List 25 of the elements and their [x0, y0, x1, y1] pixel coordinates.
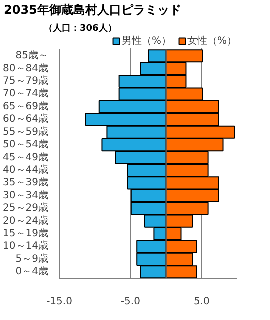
legend-label: 女性（%）: [187, 34, 237, 48]
y-tick-label: 85歳～: [16, 50, 49, 62]
y-tick-label: 60～64歳: [3, 113, 49, 126]
y-tick-label: 45～49歳: [3, 151, 49, 164]
y-tick-label: 25～29歳: [3, 202, 49, 214]
y-tick-label: 40～44歳: [3, 164, 49, 176]
y-tick-label: 75～79歳: [3, 75, 49, 88]
x-tick-label: -15.0: [46, 296, 72, 308]
y-tick-label: 55～59歳: [3, 126, 49, 138]
y-tick-label: 80～84歳: [3, 62, 49, 74]
y-tick-label: 65～69歳: [3, 100, 49, 112]
y-tick-label: 10～14歳: [3, 240, 49, 252]
y-tick-label: 70～74歳: [3, 88, 49, 100]
y-tick-label: 5～9歳: [16, 252, 49, 265]
y-tick-label: 50～54歳: [3, 138, 49, 151]
y-tick-label: 15～19歳: [3, 228, 49, 240]
chart-title: 2035年御蔵島村人口ピラミッド: [4, 2, 182, 18]
x-tick-label: -5.0: [120, 296, 140, 308]
y-tick-label: 30～34歳: [3, 189, 49, 202]
legend-label: 男性（%）: [122, 34, 172, 48]
y-tick-label: 0～4歳: [16, 266, 49, 278]
y-tick-label: 20～24歳: [3, 214, 49, 227]
chart-subtitle: （人口：306人）: [44, 23, 117, 36]
y-tick-label: 35～39歳: [3, 176, 49, 189]
x-tick-label: 5.0: [194, 296, 210, 308]
